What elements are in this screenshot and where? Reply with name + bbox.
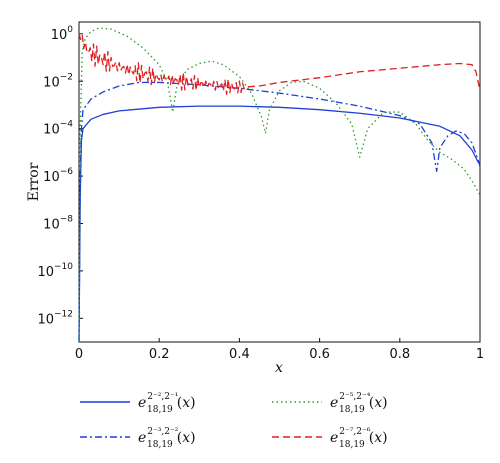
x-tick-label: 0.4 — [229, 347, 250, 362]
y-tick-label: 10−6 — [43, 167, 73, 185]
x-tick-label: 0.2 — [149, 347, 170, 362]
legend-label-4: e2⁻⁷,2⁻⁶ 18,19 (x) — [330, 427, 388, 450]
legend-label-3: e2⁻⁵,2⁻⁴ 18,19 (x) — [330, 392, 388, 415]
legend: e2⁻²,2⁻¹ 18,19 (x) e2⁻⁵,2⁻⁴ 18,19 (x) e2⁻³,2⁻²… — [80, 392, 388, 450]
plot-frame — [78, 21, 481, 343]
legend-label-2: e2⁻³,2⁻² 18,19 (x) — [138, 427, 196, 450]
y-tick-label: 100 — [51, 25, 74, 43]
y-tick-label: 10−8 — [43, 214, 73, 232]
y-tick-label: 10−2 — [43, 72, 73, 90]
x-tick-label: 0.8 — [389, 347, 410, 362]
series-line-4 — [78, 33, 481, 95]
x-tick-label: 1 — [476, 347, 484, 362]
series-line-2 — [78, 81, 481, 343]
axis-ticks: 0 0.2 0.4 0.6 0.8 1 100 10−2 10−4 10−6 10−8 10−10 10… — [37, 25, 484, 362]
x-tick-label: 0 — [75, 347, 83, 362]
y-axis-title: Error — [26, 162, 42, 201]
y-tick-label: 10−12 — [37, 309, 73, 327]
series-layer — [78, 27, 481, 343]
legend-label-1: e2⁻²,2⁻¹ 18,19 (x) — [138, 392, 196, 415]
y-tick-label: 10−4 — [43, 120, 73, 138]
series-line-1 — [78, 105, 481, 343]
x-axis-title: x — [275, 360, 283, 376]
x-tick-label: 0.6 — [309, 347, 330, 362]
series-line-3 — [78, 27, 481, 343]
y-tick-label: 10−10 — [37, 262, 73, 280]
